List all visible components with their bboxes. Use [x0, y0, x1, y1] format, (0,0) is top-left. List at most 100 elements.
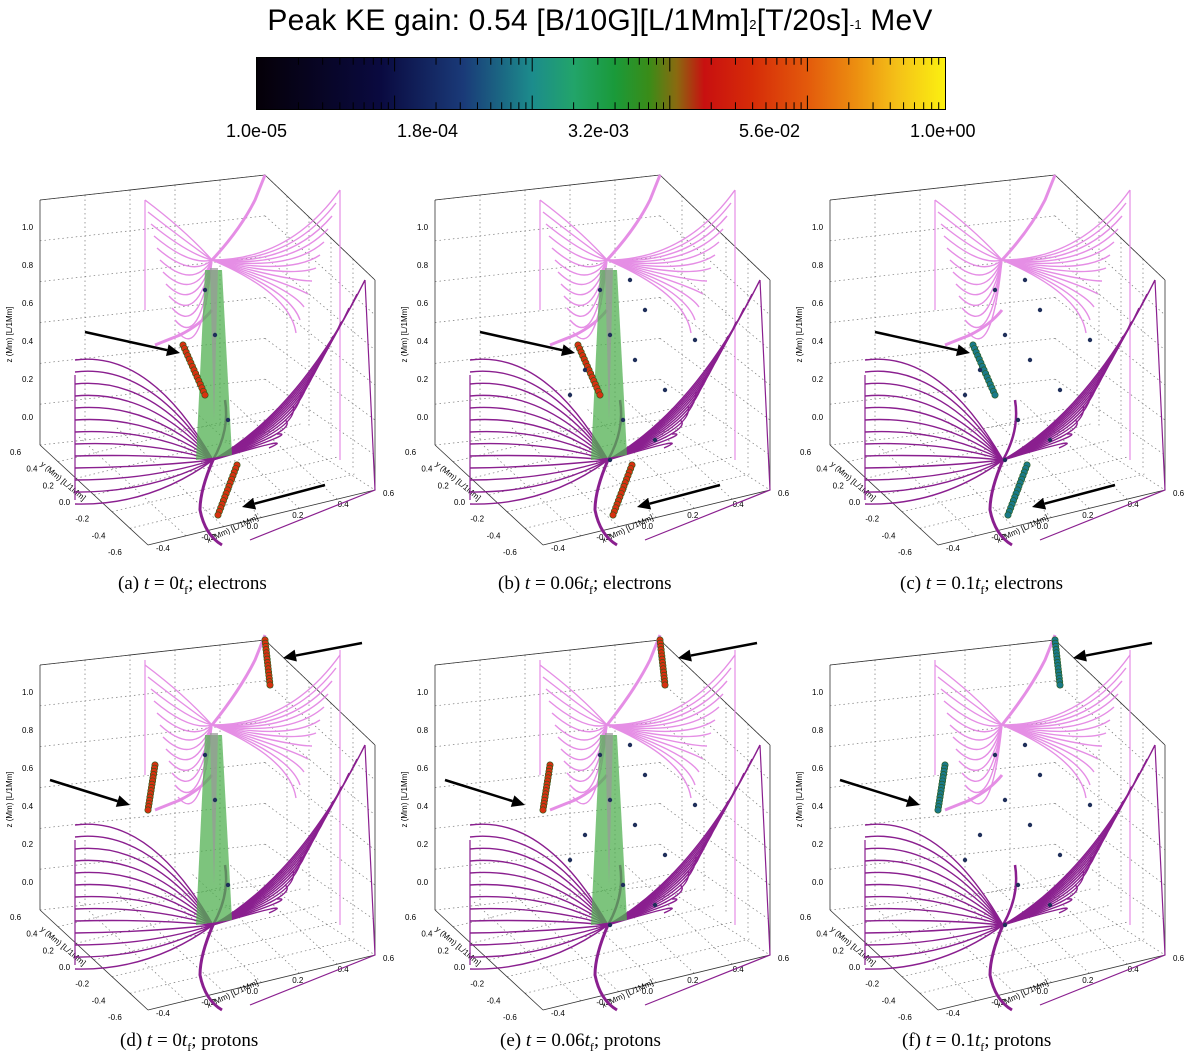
gridline: [943, 417, 1052, 518]
fieldline-dark: [469, 924, 609, 970]
fieldline-light: [211, 202, 337, 261]
colorbar-tick-label-4: 5.6e-02: [739, 121, 801, 141]
fieldline-dark: [1002, 307, 1140, 461]
fieldline-dark: [212, 772, 350, 926]
x-tick-label: 0.6: [778, 954, 790, 963]
gridline: [488, 439, 717, 496]
y-tick-label: -0.4: [92, 996, 106, 1005]
gridline: [981, 408, 1090, 509]
fieldline-dark: [1002, 758, 1148, 926]
fieldline-dark: [1002, 772, 1140, 926]
fieldline-dark: [864, 924, 1004, 946]
spine-line-lower: [593, 459, 618, 547]
z-tick-label: 0.8: [812, 261, 824, 270]
x-tick-label: 0.2: [687, 976, 699, 985]
fieldline-light: [162, 259, 213, 286]
spine-line-lower: [198, 924, 223, 1012]
y-tick-label: 0.2: [438, 481, 450, 490]
z-tick-label: 1.0: [812, 688, 824, 697]
particle-scatter: [642, 307, 648, 313]
fieldline-light: [557, 724, 608, 751]
fieldline-light: [211, 654, 341, 726]
particle-scatter: [202, 752, 208, 758]
fieldline-dark: [864, 924, 1004, 934]
fieldline-dark: [1002, 744, 1156, 926]
fieldline-light: [159, 724, 213, 741]
gridline: [434, 721, 661, 748]
arrows: [839, 641, 1153, 807]
caption-f-sub: f: [980, 1039, 985, 1054]
y-tick-label: 0.4: [26, 930, 38, 939]
particles: [144, 636, 274, 888]
panel-c: 0.0 0.2 0.4 0.6 0.8 1.0 0.6 0.4 0.2 0.0 -0.2 -0.4 -0…: [790, 160, 1190, 580]
y-tick-label: -0.2: [470, 515, 484, 524]
fan-plane-upper: [934, 634, 1131, 925]
fieldline-dark: [607, 758, 753, 926]
fieldline-light: [606, 259, 692, 334]
fan-plane-edge-dark: [469, 279, 771, 541]
fieldline-light: [211, 254, 321, 268]
gridline: [829, 843, 1056, 870]
colorbar-ticks: [257, 58, 940, 109]
colorbar-tick-label-3: 3.2e-03: [568, 121, 630, 141]
fieldline-dark: [864, 883, 1004, 926]
particle-scatter: [567, 392, 573, 398]
fieldline-light: [955, 724, 1003, 761]
arrow-shaft: [479, 330, 563, 352]
fieldline-light: [1001, 680, 1123, 727]
fieldline-dark: [864, 919, 1004, 926]
caption-b-label: (b): [498, 573, 521, 594]
fieldline-light: [150, 688, 213, 726]
fieldline-dark: [864, 859, 1004, 926]
gridline: [129, 937, 358, 994]
y-tick-label: 0.6: [405, 448, 417, 457]
caption-c-time: 0.1: [951, 573, 976, 594]
gridline: [524, 472, 753, 529]
arrow-head: [242, 497, 257, 510]
x-tick-label: -0.4: [551, 1009, 565, 1018]
fieldline-dark: [1002, 907, 1068, 926]
gridline: [919, 937, 1148, 994]
gridline: [264, 762, 376, 851]
x-tick-label: 0.4: [1128, 965, 1140, 974]
gridline: [153, 417, 262, 518]
fieldline-dark: [864, 459, 1004, 505]
fieldline-light: [147, 676, 213, 726]
x-tick-label: -0.2: [991, 998, 1005, 1007]
gridline: [434, 884, 661, 911]
gridline: [39, 378, 266, 405]
fan-plane-edge: [934, 650, 1131, 925]
particle-scatter: [212, 797, 218, 803]
caption-b-unit: t: [583, 573, 589, 594]
particle-scatter: [620, 882, 626, 888]
gridline: [1054, 419, 1166, 491]
spine-line-lower-light: [944, 309, 1004, 347]
gridline: [829, 337, 1056, 364]
particle-scatter: [607, 457, 613, 463]
arrow-head: [115, 795, 130, 807]
particle: [1056, 681, 1064, 689]
particle-scatter: [597, 752, 603, 758]
caption-d-species: protons: [201, 1030, 259, 1051]
colorbar-title-text2: [T/20s]: [756, 4, 850, 37]
fieldline-light: [949, 724, 1003, 741]
fieldline-dark: [74, 924, 214, 958]
spine-line-upper: [210, 174, 267, 262]
gridline: [883, 439, 1112, 496]
x-tick-label: 0.0: [247, 987, 259, 996]
spine-line-upper: [1000, 634, 1057, 726]
z-tick-label: 0.6: [812, 764, 824, 773]
particle-scatter: [632, 357, 638, 363]
gridline: [1018, 863, 1128, 965]
gridline: [434, 215, 661, 242]
gridline: [129, 472, 358, 529]
fieldline-dark: [864, 370, 1004, 461]
colorbar-title-text3: MeV: [861, 4, 933, 37]
spine-line-upper: [605, 634, 662, 726]
fieldline-light: [211, 189, 341, 261]
z-tick-label: 1.0: [812, 223, 824, 232]
gridline: [434, 419, 661, 446]
caption-e-sub: f: [589, 1039, 594, 1054]
gridline: [548, 882, 657, 983]
gridline: [829, 297, 1056, 323]
